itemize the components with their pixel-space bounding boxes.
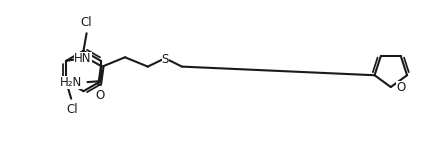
Text: O: O: [95, 89, 104, 102]
Text: S: S: [162, 53, 169, 66]
Text: O: O: [396, 81, 405, 94]
Text: Cl: Cl: [81, 16, 92, 29]
Text: H₂N: H₂N: [60, 76, 82, 89]
Text: HN: HN: [74, 52, 92, 65]
Text: Cl: Cl: [66, 103, 78, 116]
